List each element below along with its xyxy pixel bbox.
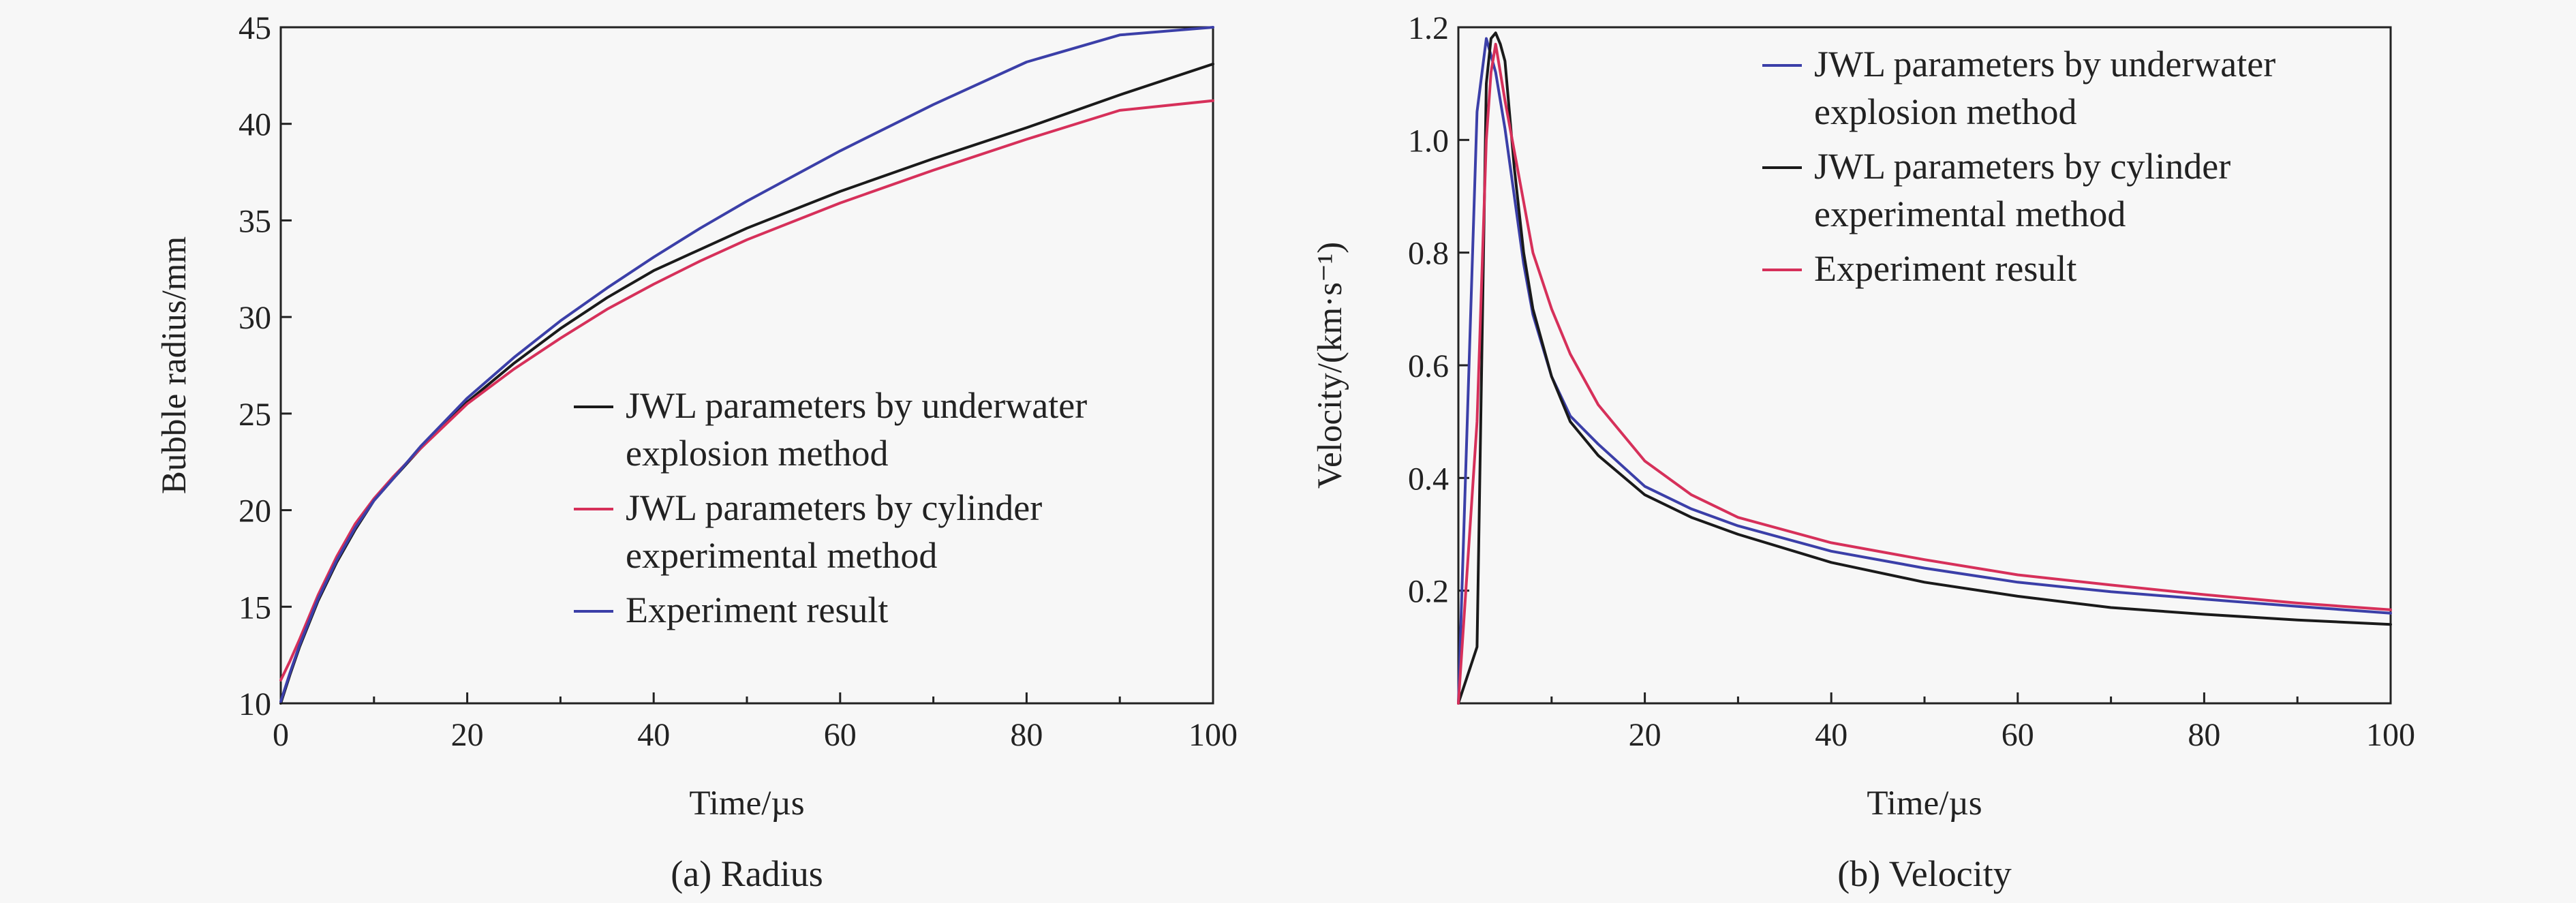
legend-label: JWL parameters by underwater explosion me… [626, 385, 1087, 474]
y-tick-label: 15 [239, 590, 271, 626]
x-tick-label: 80 [1010, 717, 1043, 753]
legend-label: JWL parameters by cylinder experimental m… [626, 487, 1042, 576]
y-tick-label: 0.4 [1408, 461, 1449, 497]
legend-label: Experiment result [626, 590, 888, 630]
legend-label: JWL parameters by cylinder experimental m… [1814, 146, 2230, 234]
series-lines [1457, 31, 2392, 705]
axis-ticks: 20 40 60 80 100 0.2 0.4 0.6 0.8 1.0 1.2 [1408, 10, 2415, 753]
y-tick-label: 30 [239, 300, 271, 336]
legend-label: JWL parameters by underwater explosion me… [1814, 44, 2275, 132]
y-axis-title: Bubble radius/mm [155, 236, 194, 494]
panel-caption: (b) Velocity [1837, 853, 2011, 894]
x-tick-label: 80 [2188, 717, 2220, 753]
panel-caption: (a) Radius [671, 853, 823, 894]
x-tick-label: 60 [824, 717, 857, 753]
x-tick-label: 100 [2366, 717, 2415, 753]
series-line-3 [279, 26, 1214, 703]
x-axis-title: Time/µs [689, 784, 804, 823]
x-tick-label: 40 [1815, 717, 1847, 753]
series-line-1 [1457, 37, 2392, 705]
y-tick-label: 1.0 [1408, 123, 1449, 159]
series-line-2 [1457, 31, 2392, 705]
y-tick-label: 0.6 [1408, 348, 1449, 384]
x-tick-label: 0 [273, 717, 289, 753]
y-tick-label: 0.2 [1408, 574, 1449, 610]
y-tick-label: 10 [239, 686, 271, 722]
velocity-chart: 20 40 60 80 100 0.2 0.4 0.6 0.8 1.0 1.2 Time/µs Ve… [1311, 10, 2415, 894]
y-tick-label: 45 [239, 10, 271, 46]
y-tick-label: 40 [239, 107, 271, 143]
legend: JWL parameters by underwater explosion me… [1762, 44, 2275, 289]
y-tick-label: 1.2 [1408, 10, 1449, 46]
x-tick-label: 40 [637, 717, 670, 753]
y-tick-label: 35 [239, 203, 271, 239]
radius-chart: 0 20 40 60 80 100 10 15 20 25 30 35 40 45 Time/µs Bub… [155, 10, 1238, 894]
axis-ticks: 0 20 40 60 80 100 10 15 20 25 30 35 40 45 [239, 10, 1238, 753]
y-tick-label: 25 [239, 397, 271, 433]
legend: JWL parameters by underwater explosion me… [574, 385, 1087, 630]
x-tick-label: 20 [1629, 717, 1661, 753]
series-line-3 [1457, 42, 2392, 705]
y-axis-title: Velocity/(km·s⁻¹) [1311, 242, 1349, 489]
series-line-2 [279, 99, 1214, 682]
legend-label: Experiment result [1814, 248, 2076, 289]
y-tick-label: 20 [239, 493, 271, 530]
y-tick-label: 0.8 [1408, 236, 1449, 272]
x-axis-title: Time/µs [1867, 784, 1982, 823]
series-lines [279, 26, 1214, 705]
x-tick-label: 100 [1189, 717, 1238, 753]
x-tick-label: 60 [2002, 717, 2034, 753]
x-tick-label: 20 [451, 717, 484, 753]
